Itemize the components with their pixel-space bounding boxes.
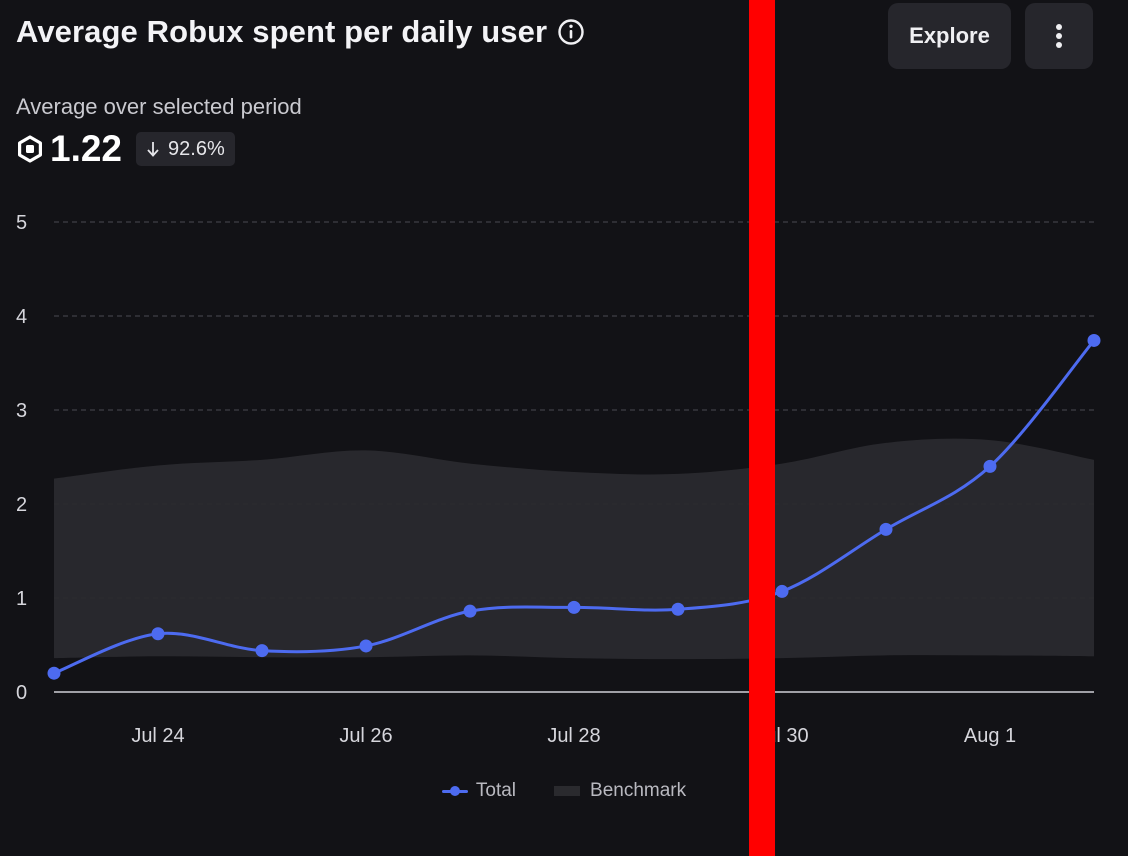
data-point[interactable] xyxy=(671,602,685,616)
legend-swatch-benchmark xyxy=(554,786,581,796)
explore-button[interactable]: Explore xyxy=(888,3,1011,69)
x-tick-label: Aug 1 xyxy=(964,725,1016,747)
y-axis-labels: 0 1 2 3 4 5 xyxy=(16,212,27,704)
info-icon[interactable] xyxy=(557,18,585,46)
y-tick-label: 3 xyxy=(16,400,27,422)
x-axis-labels: Jul 24 Jul 26 Jul 28 Jul 30 Aug 1 xyxy=(131,725,1016,747)
page-title: Average Robux spent per daily user xyxy=(16,14,548,49)
total-series-points xyxy=(47,333,1101,680)
data-point[interactable] xyxy=(775,584,789,598)
y-tick-label: 0 xyxy=(16,682,27,704)
chart-header: Average Robux spent per daily user xyxy=(16,14,585,50)
data-point[interactable] xyxy=(47,666,61,680)
data-point[interactable] xyxy=(255,644,269,658)
legend-swatch-total xyxy=(441,785,468,797)
x-tick-label: Jul 26 xyxy=(339,725,392,747)
data-point[interactable] xyxy=(879,522,893,536)
red-annotation-bar xyxy=(749,0,775,856)
legend-label-total: Total xyxy=(475,780,517,801)
chart-legend: Total Benchmark xyxy=(0,780,1128,802)
legend-item-benchmark[interactable]: Benchmark xyxy=(554,780,686,802)
data-point[interactable] xyxy=(151,627,165,641)
summary-metric: 1.22 92.6% xyxy=(16,128,235,170)
y-tick-label: 2 xyxy=(16,494,27,516)
robux-icon xyxy=(17,135,42,163)
data-point[interactable] xyxy=(567,600,581,614)
data-point[interactable] xyxy=(983,459,997,473)
benchmark-band xyxy=(54,438,1094,660)
legend-label-benchmark: Benchmark xyxy=(590,780,687,801)
x-tick-label: Jul 28 xyxy=(547,725,600,747)
arrow-down-icon xyxy=(147,142,159,157)
legend-item-total[interactable]: Total xyxy=(441,780,517,802)
delta-value: 92.6% xyxy=(168,137,225,160)
x-tick-label: Jul 24 xyxy=(131,725,184,747)
y-tick-label: 5 xyxy=(16,212,27,234)
summary-subtitle: Average over selected period xyxy=(16,94,302,119)
data-point[interactable] xyxy=(463,604,477,618)
data-point[interactable] xyxy=(1087,333,1101,347)
more-options-button[interactable] xyxy=(1025,3,1093,69)
y-tick-label: 1 xyxy=(16,588,27,610)
delta-badge: 92.6% xyxy=(136,132,235,166)
y-tick-label: 4 xyxy=(16,306,27,328)
data-point[interactable] xyxy=(359,639,373,653)
more-vertical-icon xyxy=(1056,24,1062,48)
metric-value: 1.22 xyxy=(50,128,123,169)
total-series-line xyxy=(53,339,1096,675)
